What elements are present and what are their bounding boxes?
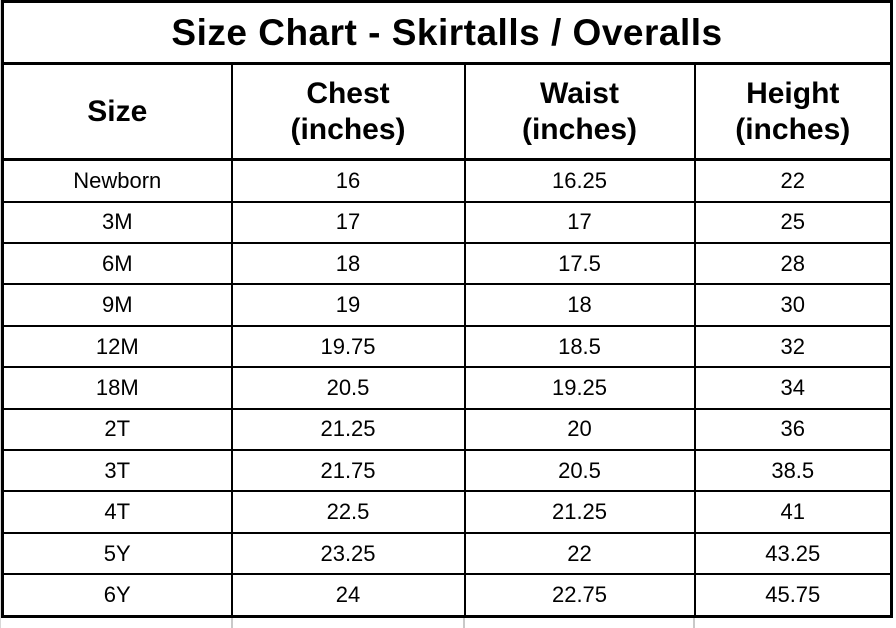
column-header-sublabel: (inches)	[521, 112, 638, 146]
gridline-fragment	[231, 618, 233, 628]
size-cell: 3T	[2, 449, 232, 492]
height-cell: 34	[693, 366, 892, 409]
column-header-label: Height	[746, 77, 840, 111]
chest-cell: 21.75	[230, 449, 465, 492]
table-row: 3M 17 17 25	[2, 200, 892, 244]
waist-cell: 18	[463, 283, 695, 326]
gridline-fragment	[463, 618, 465, 628]
page-title: Size Chart - Skirtalls / Overalls	[2, 1, 892, 65]
waist-cell: 16.25	[463, 158, 695, 202]
waist-cell: 22.75	[463, 573, 695, 617]
gridline-fragment	[693, 618, 695, 628]
waist-cell: 22	[463, 531, 695, 575]
column-header-height: Height (inches)	[693, 63, 892, 161]
table-row: 3T 21.75 20.5 38.5	[2, 449, 892, 492]
table-row: 5Y 23.25 22 43.25	[2, 531, 892, 575]
column-header-label: Size	[87, 94, 148, 128]
size-cell: 6Y	[2, 573, 232, 617]
chest-cell: 22.5	[230, 490, 465, 533]
height-cell: 41	[693, 490, 892, 533]
waist-cell: 19.25	[463, 366, 695, 409]
size-cell: 18M	[2, 366, 232, 409]
height-cell: 32	[693, 324, 892, 368]
waist-cell: 17	[463, 200, 695, 244]
size-chart-table: Size Chart - Skirtalls / Overalls Size C…	[1, 0, 893, 618]
height-cell: 25	[693, 200, 892, 244]
chest-cell: 24	[230, 573, 465, 617]
chest-cell: 20.5	[230, 366, 465, 409]
table-row: 9M 19 18 30	[2, 283, 892, 326]
height-cell: 28	[693, 242, 892, 285]
size-cell: 9M	[2, 283, 232, 326]
column-header-chest: Chest (inches)	[230, 63, 465, 161]
size-cell: 2T	[2, 407, 232, 451]
cropped-next-row	[1, 618, 890, 628]
size-cell: Newborn	[2, 158, 232, 202]
height-cell: 43.25	[693, 531, 892, 575]
waist-cell: 18.5	[463, 324, 695, 368]
waist-cell: 20	[463, 407, 695, 451]
chest-cell: 21.25	[230, 407, 465, 451]
chest-cell: 19	[230, 283, 465, 326]
chest-cell: 17	[230, 200, 465, 244]
height-cell: 22	[693, 158, 892, 202]
waist-cell: 17.5	[463, 242, 695, 285]
table-row: 4T 22.5 21.25 41	[2, 490, 892, 533]
column-header-label: Chest	[306, 77, 390, 111]
table-row: Newborn 16 16.25 22	[2, 158, 892, 202]
title-row: Size Chart - Skirtalls / Overalls	[2, 1, 892, 65]
size-cell: 6M	[2, 242, 232, 285]
size-cell: 3M	[2, 200, 232, 244]
height-cell: 30	[693, 283, 892, 326]
column-header-sublabel: (inches)	[735, 112, 851, 146]
header-row: Size Chest (inches) Waist (inches) Heigh…	[2, 63, 892, 161]
chest-cell: 23.25	[230, 531, 465, 575]
size-cell: 12M	[2, 324, 232, 368]
chest-cell: 16	[230, 158, 465, 202]
waist-cell: 21.25	[463, 490, 695, 533]
column-header-size: Size	[2, 63, 232, 161]
waist-cell: 20.5	[463, 449, 695, 492]
spreadsheet-edge-gridline	[0, 0, 1, 628]
height-cell: 45.75	[693, 573, 892, 617]
chest-cell: 18	[230, 242, 465, 285]
column-header-waist: Waist (inches)	[463, 63, 695, 161]
height-cell: 36	[693, 407, 892, 451]
table-row: 6Y 24 22.75 45.75	[2, 573, 892, 617]
chest-cell: 19.75	[230, 324, 465, 368]
size-cell: 5Y	[2, 531, 232, 575]
table-row: 6M 18 17.5 28	[2, 242, 892, 285]
column-header-sublabel: (inches)	[290, 112, 406, 146]
table-row: 18M 20.5 19.25 34	[2, 366, 892, 409]
size-cell: 4T	[2, 490, 232, 533]
height-cell: 38.5	[693, 449, 892, 492]
table-row: 2T 21.25 20 36	[2, 407, 892, 451]
column-header-label: Waist	[540, 77, 619, 111]
table-row: 12M 19.75 18.5 32	[2, 324, 892, 368]
